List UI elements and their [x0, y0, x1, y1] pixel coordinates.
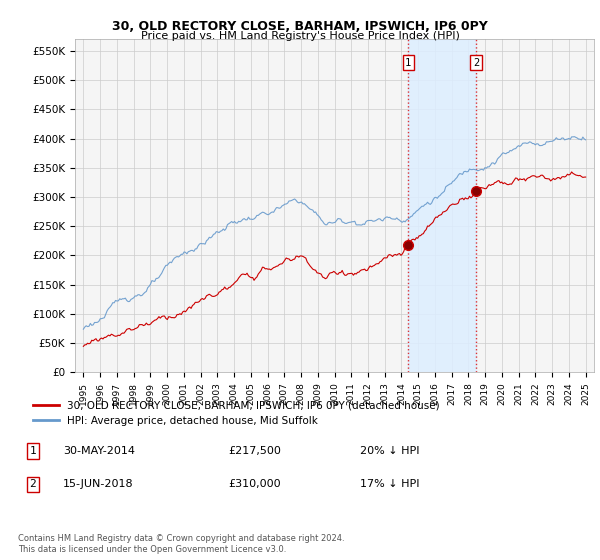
- Text: 17% ↓ HPI: 17% ↓ HPI: [360, 479, 419, 489]
- Text: 20% ↓ HPI: 20% ↓ HPI: [360, 446, 419, 456]
- Text: 1: 1: [29, 446, 37, 456]
- Text: 30, OLD RECTORY CLOSE, BARHAM, IPSWICH, IP6 0PY: 30, OLD RECTORY CLOSE, BARHAM, IPSWICH, …: [112, 20, 488, 32]
- Text: Price paid vs. HM Land Registry's House Price Index (HPI): Price paid vs. HM Land Registry's House …: [140, 31, 460, 41]
- Text: 30-MAY-2014: 30-MAY-2014: [63, 446, 135, 456]
- Text: £217,500: £217,500: [228, 446, 281, 456]
- Bar: [409, 39, 476, 372]
- Text: 15-JUN-2018: 15-JUN-2018: [63, 479, 134, 489]
- Text: £310,000: £310,000: [228, 479, 281, 489]
- Text: 2: 2: [473, 58, 479, 68]
- Text: 2: 2: [29, 479, 37, 489]
- Text: Contains HM Land Registry data © Crown copyright and database right 2024.
This d: Contains HM Land Registry data © Crown c…: [18, 534, 344, 554]
- Text: 1: 1: [405, 58, 412, 68]
- Legend: 30, OLD RECTORY CLOSE, BARHAM, IPSWICH, IP6 0PY (detached house), HPI: Average p: 30, OLD RECTORY CLOSE, BARHAM, IPSWICH, …: [29, 396, 444, 430]
